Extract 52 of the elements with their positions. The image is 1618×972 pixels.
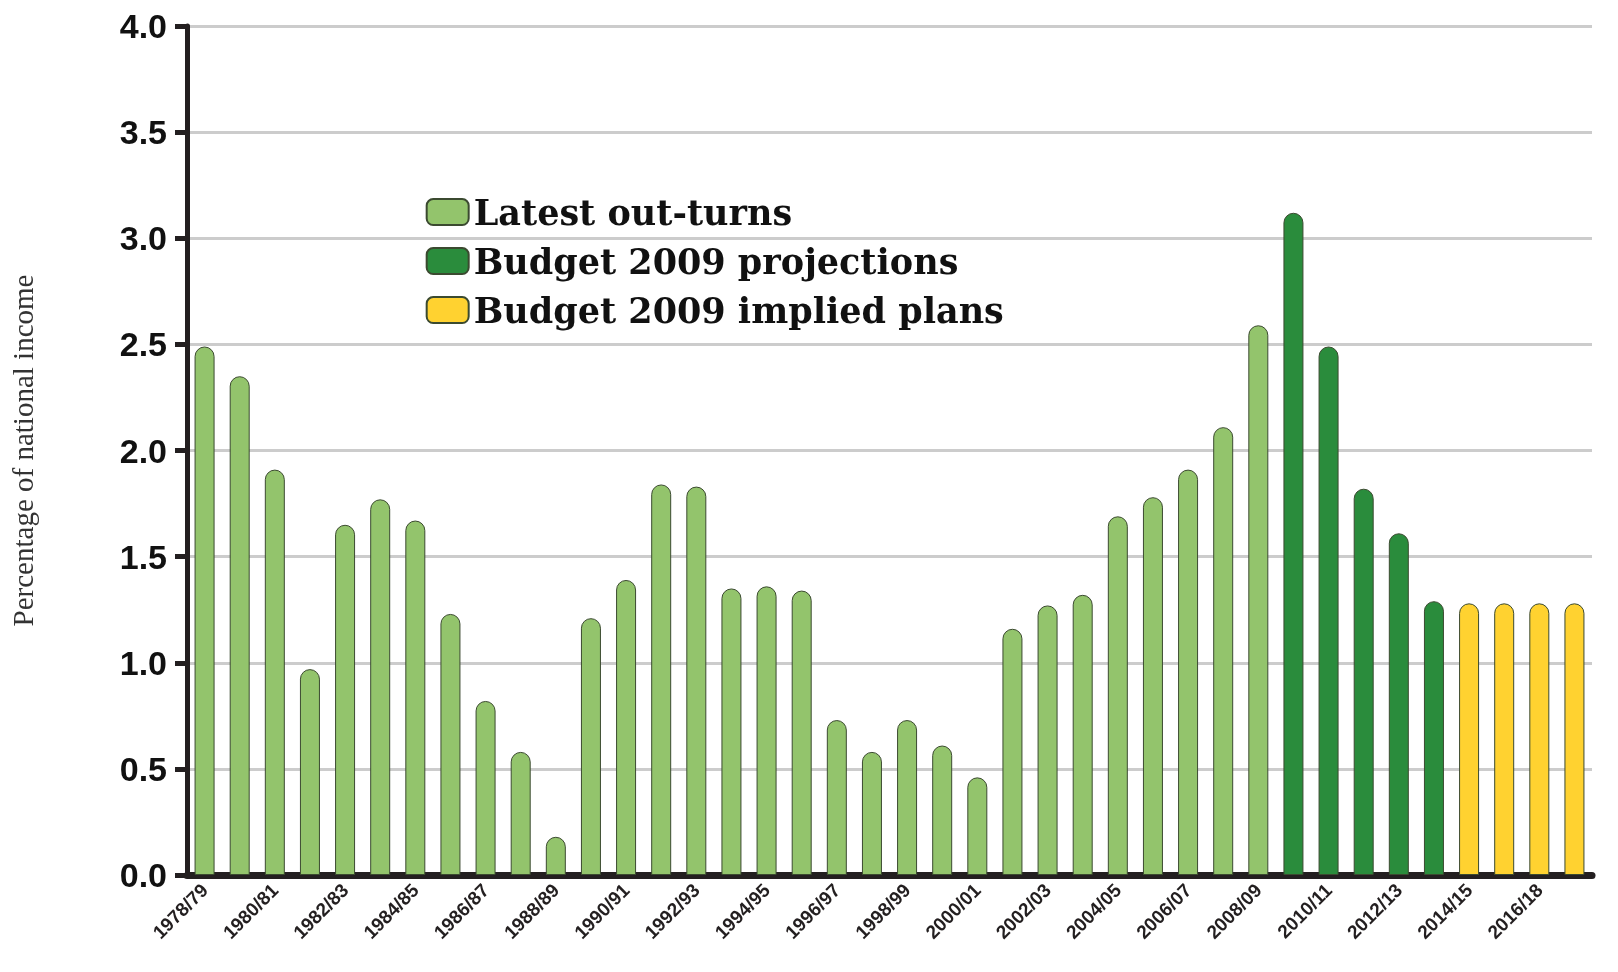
bar [1529, 603, 1550, 875]
y-tick-label: 2.0 [119, 431, 167, 470]
bar [1353, 488, 1374, 875]
bar [1388, 533, 1409, 875]
legend-label: Latest out-turns [473, 191, 793, 233]
bar [1072, 594, 1093, 875]
bar [651, 484, 672, 875]
bar [1107, 516, 1128, 875]
bar [861, 751, 882, 875]
legend-label: Budget 2009 implied plans [473, 289, 1004, 331]
bar [1283, 212, 1304, 875]
bar [1178, 469, 1199, 875]
bar [1318, 346, 1339, 875]
bar [1423, 601, 1444, 875]
bar [335, 524, 356, 875]
bar [1248, 325, 1269, 875]
bar [1037, 605, 1058, 875]
y-tick-label: 1.5 [119, 537, 167, 576]
bar [1564, 603, 1585, 875]
bar [1459, 603, 1480, 875]
bar [229, 376, 250, 875]
bar [194, 346, 215, 875]
bar [1142, 497, 1163, 875]
bar [580, 618, 601, 875]
bar [510, 751, 531, 875]
bar [405, 520, 426, 875]
bar [897, 720, 918, 875]
bar [616, 579, 637, 875]
y-tick-label: 3.0 [119, 219, 167, 258]
y-tick-label: 1.0 [119, 643, 167, 682]
bar [545, 836, 566, 875]
bar [475, 700, 496, 875]
bar [791, 590, 812, 875]
y-tick-label: 2.5 [119, 325, 167, 364]
y-tick-label: 0.5 [119, 749, 167, 788]
bar [1002, 628, 1023, 875]
y-tick-label: 3.5 [119, 113, 167, 152]
bar [1494, 603, 1515, 875]
bar [686, 486, 707, 875]
bar [826, 720, 847, 875]
bar [967, 777, 988, 875]
bar [721, 588, 742, 875]
bar [370, 499, 391, 875]
y-axis-title: Percentage of national income [6, 274, 39, 627]
bar [1213, 427, 1234, 875]
bar [440, 613, 461, 875]
bar [264, 469, 285, 875]
bar [932, 745, 953, 875]
legend-label: Budget 2009 projections [473, 240, 959, 282]
y-tick-label: 4.0 [119, 7, 167, 45]
bar [756, 586, 777, 875]
bar [299, 669, 320, 875]
